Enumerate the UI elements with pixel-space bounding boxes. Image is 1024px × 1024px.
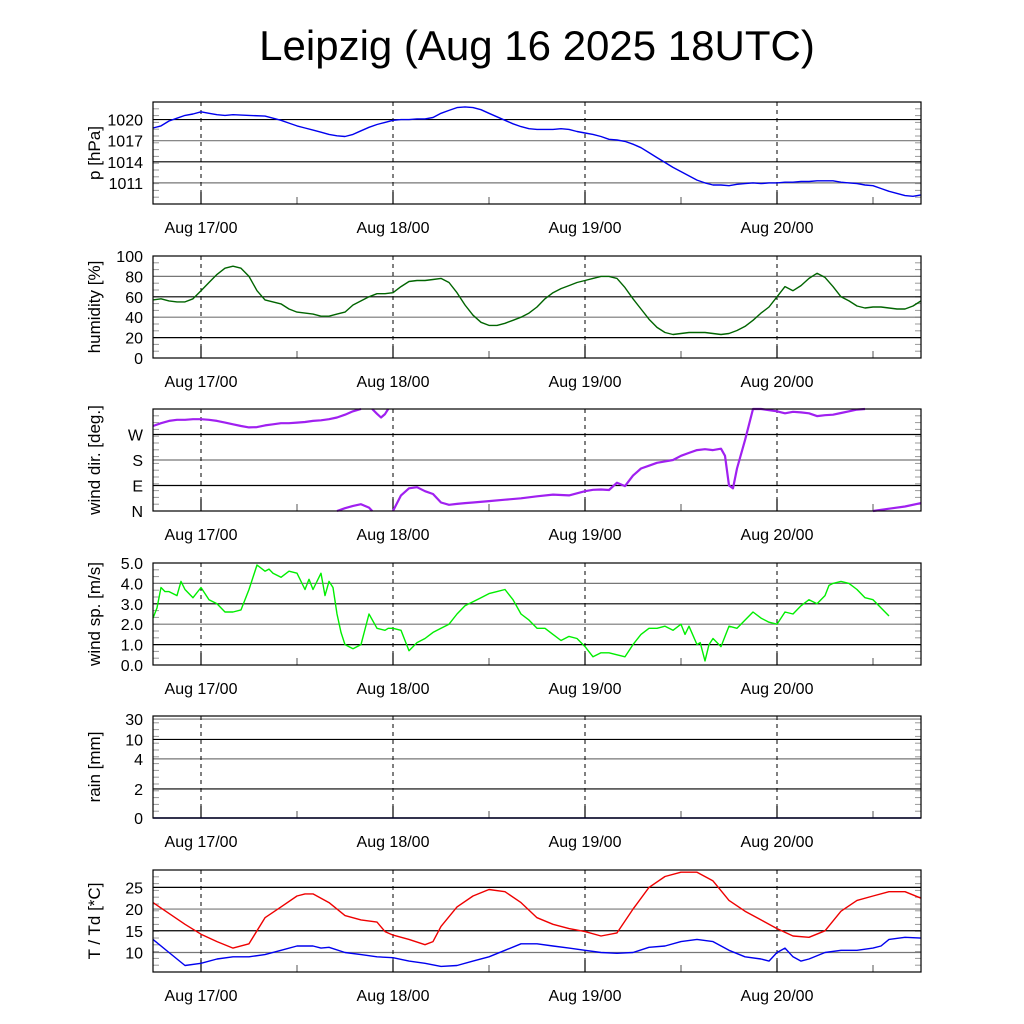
chart-title: Leipzig (Aug 16 2025 18UTC)	[259, 22, 815, 69]
temperature-series-Td	[152, 936, 922, 968]
humidity-x-tick-label: Aug 18/00	[357, 374, 430, 391]
wind_direction-series-wind-direction	[336, 503, 374, 513]
temperature-x-tick-label: Aug 20/00	[741, 988, 814, 1005]
wind_direction-y-tick-label: W	[128, 428, 144, 445]
wind_speed-x-tick-label: Aug 18/00	[357, 681, 430, 698]
rain-y-tick-label: 4	[134, 752, 143, 769]
wind_direction-series-wind-direction	[152, 407, 362, 429]
rain-y-tick-label: 10	[125, 732, 143, 749]
wind_speed-plot-frame	[152, 562, 922, 666]
wind_direction-x-tick-label: Aug 17/00	[165, 527, 238, 544]
rain-y-axis-label: rain [mm]	[85, 732, 104, 803]
humidity-y-tick-label: 0	[134, 351, 143, 368]
pressure-x-tick-label: Aug 19/00	[549, 220, 622, 237]
temperature-plot-frame	[152, 869, 922, 973]
wind_speed-y-tick-label: 1.0	[121, 638, 143, 655]
wind_direction-x-tick-label: Aug 20/00	[741, 527, 814, 544]
temperature-y-tick-label: 15	[125, 924, 143, 941]
pressure-series-pressure	[152, 106, 922, 198]
humidity-y-tick-label: 40	[125, 310, 143, 327]
humidity-x-tick-label: Aug 17/00	[165, 374, 238, 391]
wind_direction-y-tick-label: S	[132, 453, 143, 470]
rain-x-tick-label: Aug 17/00	[165, 834, 238, 851]
wind_direction-x-tick-label: Aug 19/00	[549, 527, 622, 544]
pressure-x-tick-label: Aug 20/00	[741, 220, 814, 237]
temperature-x-tick-label: Aug 17/00	[165, 988, 238, 1005]
wind_speed-x-tick-label: Aug 20/00	[741, 681, 814, 698]
wind_direction-series-wind-direction	[872, 502, 922, 513]
rain-x-tick-label: Aug 20/00	[741, 834, 814, 851]
rain-y-tick-label: 30	[125, 712, 143, 729]
temperature-y-tick-label: 25	[125, 880, 143, 897]
wind_speed-y-tick-label: 5.0	[121, 556, 143, 573]
pressure-x-tick-label: Aug 18/00	[357, 220, 430, 237]
humidity-y-tick-label: 60	[125, 290, 143, 307]
wind_speed-y-tick-label: 3.0	[121, 597, 143, 614]
wind_direction-series-wind-direction	[392, 407, 866, 512]
rain-y-tick-label: 2	[134, 782, 143, 799]
wind_speed-y-tick-label: 0.0	[121, 658, 143, 675]
wind_direction-y-axis-label: wind dir. [deg.]	[85, 405, 104, 516]
wind_speed-y-tick-label: 4.0	[121, 576, 143, 593]
humidity-y-axis-label: humidity [%]	[85, 261, 104, 354]
wind_speed-y-tick-label: 2.0	[121, 617, 143, 634]
rain-y-tick-label: 0	[134, 811, 143, 828]
wind_speed-x-tick-label: Aug 17/00	[165, 681, 238, 698]
pressure-y-tick-label: 1020	[107, 113, 143, 130]
temperature-x-tick-label: Aug 18/00	[357, 988, 430, 1005]
rain-plot-frame	[152, 715, 922, 819]
humidity-x-tick-label: Aug 19/00	[549, 374, 622, 391]
temperature-x-tick-label: Aug 19/00	[549, 988, 622, 1005]
rain-x-tick-label: Aug 18/00	[357, 834, 430, 851]
humidity-y-tick-label: 80	[125, 269, 143, 286]
pressure-y-axis-label: p [hPa]	[85, 126, 104, 180]
wind_direction-series-wind-direction	[371, 408, 390, 419]
rain-x-tick-label: Aug 19/00	[549, 834, 622, 851]
wind_speed-x-tick-label: Aug 19/00	[549, 681, 622, 698]
temperature-series-T	[152, 871, 922, 949]
humidity-series-humidity	[152, 265, 922, 336]
humidity-plot-frame	[152, 255, 922, 359]
wind_speed-y-axis-label: wind sp. [m/s]	[85, 562, 104, 667]
wind_speed-series-wind-speed	[152, 564, 890, 662]
humidity-x-tick-label: Aug 20/00	[741, 374, 814, 391]
humidity-y-tick-label: 100	[116, 249, 143, 266]
pressure-plot-frame	[152, 101, 922, 205]
temperature-y-axis-label: T / Td [*C]	[85, 883, 104, 960]
temperature-y-tick-label: 20	[125, 902, 143, 919]
pressure-x-tick-label: Aug 17/00	[165, 220, 238, 237]
temperature-y-tick-label: 10	[125, 945, 143, 962]
wind_direction-y-tick-label: N	[131, 504, 143, 521]
wind_direction-y-tick-label: E	[132, 479, 143, 496]
pressure-y-tick-label: 1014	[107, 155, 143, 172]
pressure-y-tick-label: 1017	[107, 134, 143, 151]
wind_direction-x-tick-label: Aug 18/00	[357, 527, 430, 544]
wind_direction-plot-frame	[152, 408, 922, 512]
humidity-y-tick-label: 20	[125, 331, 143, 348]
pressure-y-tick-label: 1011	[109, 176, 144, 193]
